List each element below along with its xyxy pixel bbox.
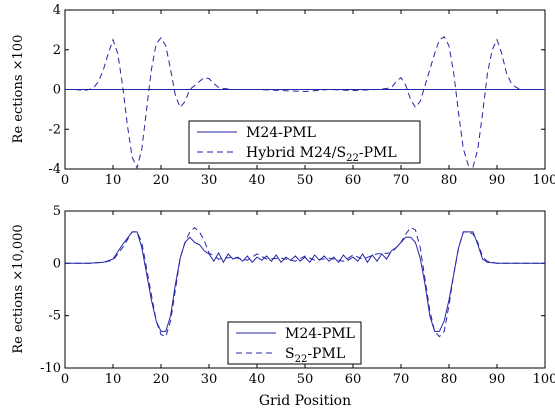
bottom-y-tick-label: 5	[53, 204, 61, 219]
bottom-x-tick-label: 30	[201, 372, 218, 387]
bottom-y-axis-label: Re ections ×10,000	[11, 224, 26, 353]
top-y-tick-label: 0	[53, 83, 61, 98]
bottom-series-line-s22-pml	[65, 227, 545, 338]
top-y-axis-label: Re ections ×100	[11, 35, 26, 144]
bottom-y-tick-label: 0	[53, 256, 61, 271]
top-x-tick-label: 20	[153, 173, 170, 188]
top-x-tick-label: 50	[297, 173, 314, 188]
bottom-x-axis-label: Grid Position	[259, 393, 351, 409]
top-x-tick-label: 90	[489, 173, 506, 188]
top-x-tick-label: 10	[105, 173, 122, 188]
bottom-legend-box	[227, 321, 362, 365]
top-x-tick-label: 60	[345, 173, 362, 188]
top-y-tick-label: 4	[53, 3, 61, 18]
bottom-x-tick-label: 40	[249, 372, 266, 387]
top-x-tick-label: 80	[441, 173, 458, 188]
top-y-tick-label: -4	[48, 162, 61, 177]
bottom-y-tick-label: -10	[40, 361, 61, 376]
top-y-tick-label: 2	[53, 43, 61, 58]
top-x-tick-label: 30	[201, 173, 218, 188]
bottom-x-tick-label: 50	[297, 372, 314, 387]
top-legend-label-m24: M24-PML	[246, 125, 316, 141]
top-x-tick-label: 0	[61, 173, 69, 188]
bottom-panel: Re ections ×10,000 Grid Position 0 10 20 30…	[11, 204, 555, 409]
bottom-series-line-m24-pml	[65, 231, 545, 332]
bottom-x-tick-label: 100	[533, 372, 555, 387]
top-legend-box	[188, 120, 421, 164]
bottom-x-tick-label: 60	[345, 372, 362, 387]
bottom-x-tick-label: 10	[105, 372, 122, 387]
bottom-y-tick-label: -5	[48, 309, 61, 324]
top-x-tick-label: 100	[533, 173, 555, 188]
bottom-x-tick-label: 70	[393, 372, 410, 387]
top-legend: M24-PML Hybrid M24/S22-PML	[188, 120, 421, 164]
bottom-x-tick-label: 80	[441, 372, 458, 387]
top-legend-label-hybrid: Hybrid M24/S22-PML	[246, 145, 397, 164]
bottom-x-tick-label: 90	[489, 372, 506, 387]
top-x-tick-label: 70	[393, 173, 410, 188]
bottom-legend: M24-PML S22-PML	[227, 321, 362, 365]
bottom-legend-label-m24: M24-PML	[285, 326, 355, 342]
top-y-tick-label: -2	[48, 122, 61, 137]
bottom-x-tick-label: 20	[153, 372, 170, 387]
top-x-tick-label: 40	[249, 173, 266, 188]
bottom-x-tick-label: 0	[61, 372, 69, 387]
top-series-line-hybrid-pml	[65, 36, 545, 170]
top-panel: Re ections ×100 0 10 20 30 40 50 60 70 80 90 100-4…	[11, 3, 555, 188]
